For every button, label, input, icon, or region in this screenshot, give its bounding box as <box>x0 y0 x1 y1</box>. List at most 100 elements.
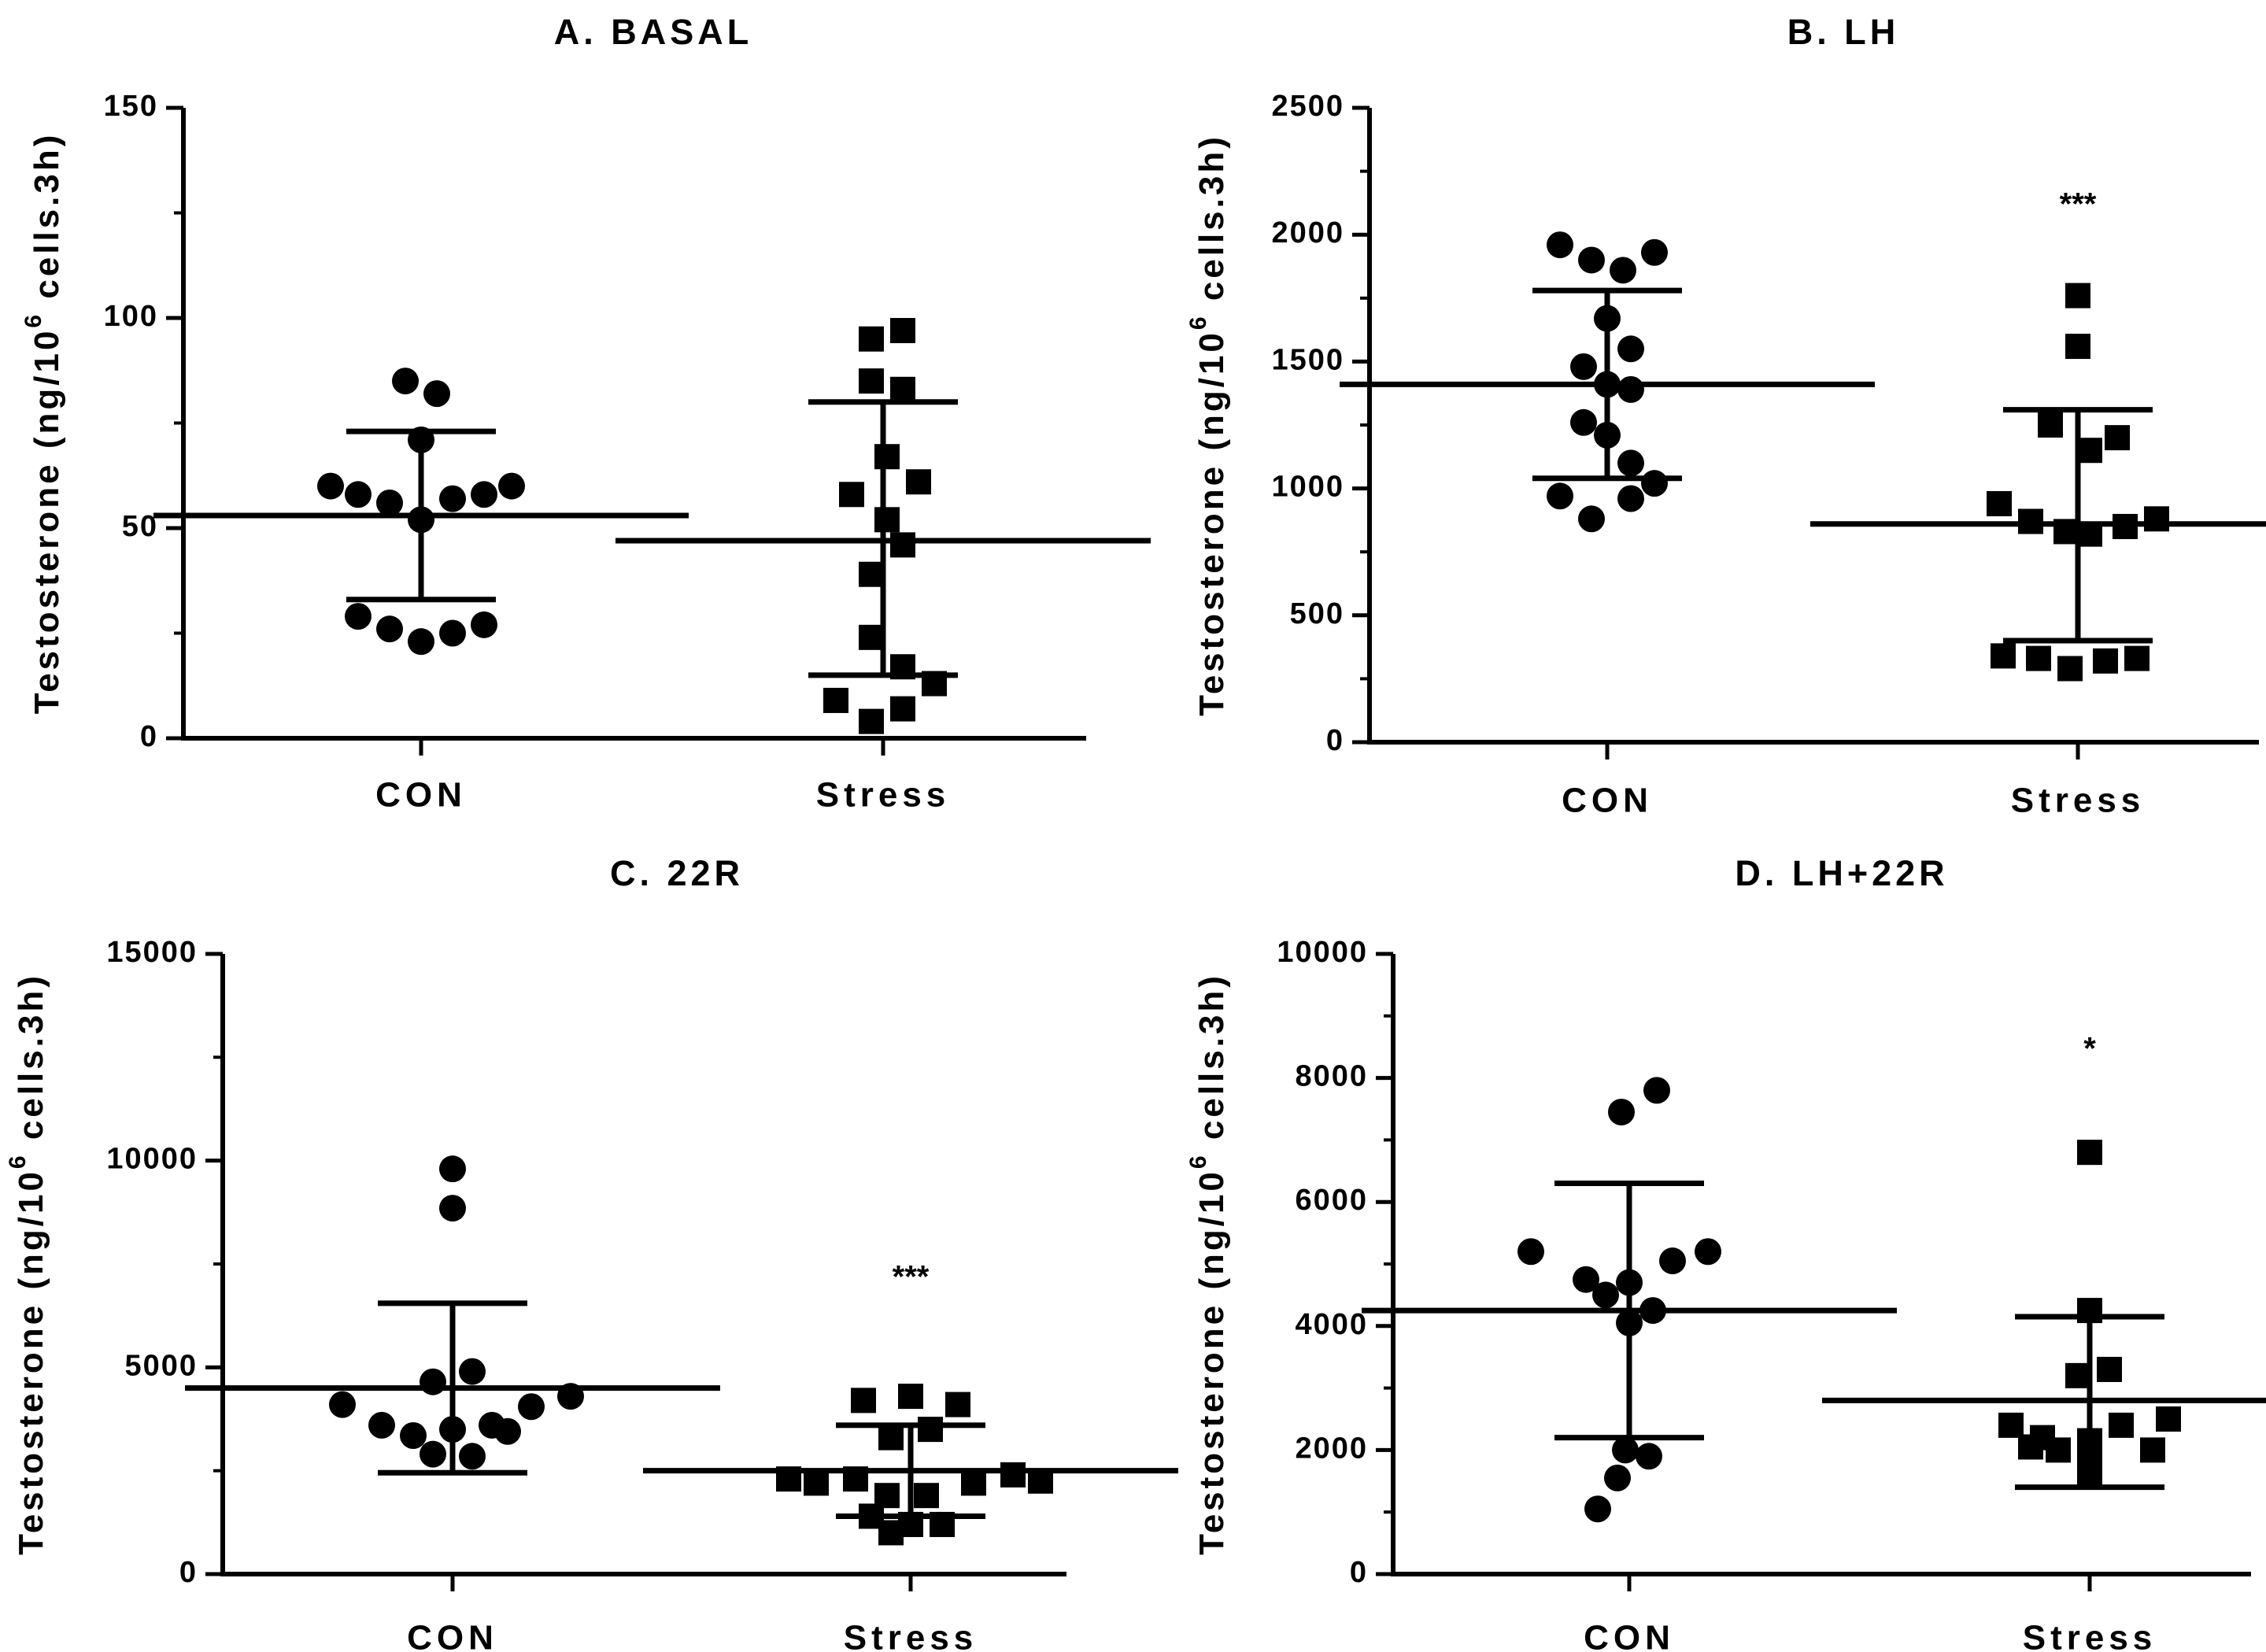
data-point-circle <box>439 1155 466 1183</box>
x-tick-label: Stress <box>844 1619 978 1652</box>
data-point-square <box>878 1425 904 1451</box>
data-point-circle <box>368 1411 395 1439</box>
data-point-square <box>2026 645 2051 671</box>
data-point-square <box>2109 1412 2134 1438</box>
data-point-square <box>1000 1462 1026 1488</box>
data-point-circle <box>439 1195 466 1222</box>
data-point-square <box>2065 283 2090 309</box>
y-tick-label: 1000 <box>1271 471 1344 504</box>
data-point-circle <box>439 485 466 512</box>
data-point-circle <box>1643 1077 1670 1104</box>
data-point-circle <box>1547 231 1573 259</box>
data-point-circle <box>1592 1281 1619 1309</box>
y-tick-label: 1500 <box>1271 343 1344 376</box>
x-tick-label: CON <box>407 1619 498 1652</box>
data-point-square <box>2057 656 2083 682</box>
data-point-square <box>859 708 884 734</box>
data-point-square <box>859 326 884 352</box>
data-point-circle <box>420 1440 446 1468</box>
data-point-square <box>804 1470 829 1496</box>
panel-title: C. 22R <box>610 853 744 893</box>
y-axis-label: Testosterone (ng/106 cells.3h) <box>1185 134 1231 716</box>
data-point-circle <box>1608 1098 1635 1125</box>
y-tick-label: 0 <box>1326 724 1344 757</box>
data-point-square <box>945 1391 970 1417</box>
y-axis-label: Testosterone (ng/106 cells.3h) <box>5 973 50 1555</box>
data-point-square <box>1991 643 2016 669</box>
data-point-circle <box>494 1417 521 1445</box>
data-point-circle <box>1695 1238 1721 1266</box>
y-tick-label: 10000 <box>1277 936 1368 969</box>
data-point-circle <box>1617 375 1644 403</box>
y-tick-label: 15000 <box>106 936 198 969</box>
data-point-square <box>2077 1140 2102 1166</box>
panel-a: A. BASAL Testosterone (ng/106 cells.3h) 0 5… <box>20 12 1151 815</box>
data-point-circle <box>1578 246 1605 274</box>
data-point-square <box>914 1483 939 1509</box>
y-tick-label: 500 <box>1290 597 1344 630</box>
data-point-square <box>2124 645 2150 671</box>
data-point-circle <box>1570 353 1597 380</box>
data-point-circle <box>400 1422 427 1450</box>
data-point-circle <box>1578 505 1605 533</box>
data-point-circle <box>1641 470 1668 497</box>
data-point-circle <box>317 472 344 500</box>
y-tick-label: 2500 <box>1271 90 1344 123</box>
data-point-circle <box>1547 482 1573 510</box>
y-tick-label: 0 <box>179 1556 198 1589</box>
data-point-circle <box>1570 408 1597 436</box>
y-tick-label: 10000 <box>106 1143 198 1176</box>
data-point-circle <box>1573 1266 1599 1293</box>
data-point-square <box>918 1417 943 1443</box>
data-point-circle <box>471 611 497 638</box>
data-point-circle <box>498 472 525 500</box>
data-point-circle <box>1612 1436 1639 1464</box>
panel-title: A. BASAL <box>554 12 753 52</box>
panel-d: D. LH+22R Testosterone (ng/106 cells.3h) 0… <box>1185 853 2266 1652</box>
data-point-square <box>878 1520 904 1546</box>
data-point-circle <box>376 489 403 516</box>
data-point-circle <box>459 1443 486 1470</box>
x-tick-label: CON <box>375 776 467 815</box>
panel-title: B. LH <box>1787 12 1900 52</box>
y-tick-label: 150 <box>104 90 158 123</box>
data-point-square <box>859 368 884 394</box>
data-point-square <box>859 561 884 587</box>
x-tick-label: CON <box>1562 782 1653 820</box>
data-point-square <box>859 624 884 650</box>
data-point-square <box>851 1388 876 1414</box>
data-point-square <box>2105 425 2130 451</box>
significance-label: *** <box>2060 187 2097 222</box>
data-point-circle <box>423 380 450 408</box>
y-tick-label: 6000 <box>1295 1184 1368 1217</box>
data-point-circle <box>1517 1238 1544 1266</box>
data-point-circle <box>1604 1464 1631 1491</box>
y-tick-label: 0 <box>1350 1556 1368 1589</box>
data-point-square <box>874 444 900 470</box>
data-point-circle <box>408 628 434 656</box>
data-point-circle <box>1641 238 1668 266</box>
y-tick-label: 0 <box>140 720 158 753</box>
data-point-circle <box>1617 449 1644 477</box>
data-point-square <box>2140 1437 2165 1463</box>
data-point-circle <box>518 1393 545 1421</box>
y-axis-label: Testosterone (ng/106 cells.3h) <box>20 132 66 715</box>
significance-label: *** <box>893 1260 930 1295</box>
data-point-circle <box>392 368 419 395</box>
data-point-square <box>2093 648 2118 674</box>
data-point-circle <box>1617 335 1644 363</box>
panel-b: B. LH Testosterone (ng/106 cells.3h) 0 500 1… <box>1185 12 2266 820</box>
y-tick-label: 2000 <box>1295 1432 1368 1465</box>
data-point-square <box>890 318 915 344</box>
data-point-circle <box>471 481 497 508</box>
panel-title: D. LH+22R <box>1735 853 1948 893</box>
data-point-square <box>890 532 915 558</box>
data-point-circle <box>1636 1443 1662 1470</box>
x-tick-label: Stress <box>2023 1619 2157 1652</box>
data-point-square <box>2046 1437 2071 1463</box>
y-axis-label: Testosterone (ng/106 cells.3h) <box>1185 973 1231 1555</box>
data-point-square <box>890 376 915 402</box>
data-point-square <box>2018 1434 2043 1460</box>
y-tick-label: 8000 <box>1295 1060 1368 1093</box>
